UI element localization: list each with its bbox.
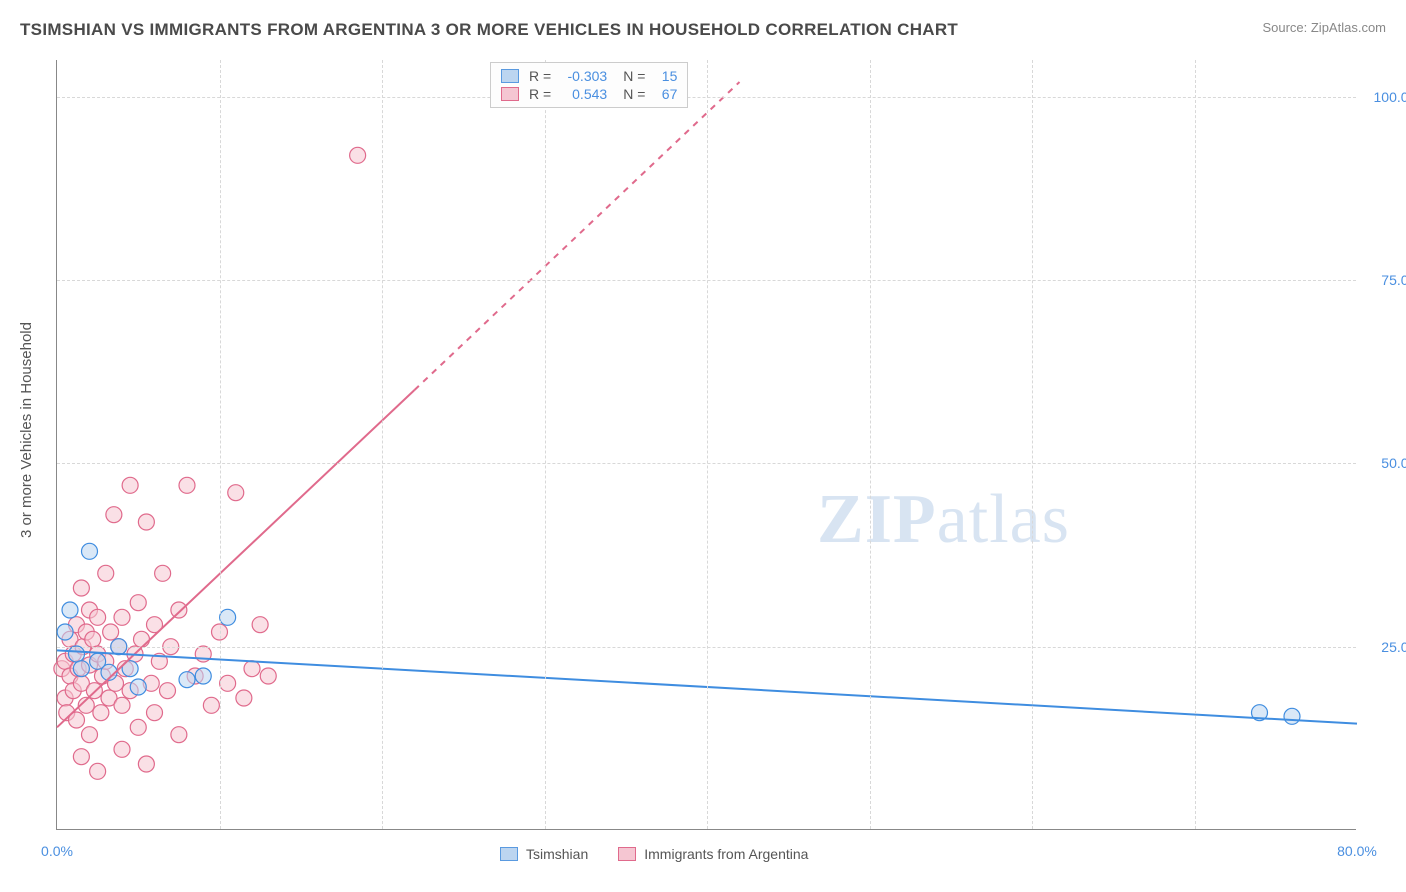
legend-label-2: Immigrants from Argentina (644, 846, 808, 862)
stats-row-series2: R = 0.543 N = 67 (501, 85, 677, 103)
n-label-1: N = (623, 68, 645, 84)
gridline-v (1195, 60, 1196, 829)
swatch-series1 (501, 69, 519, 83)
legend-label-1: Tsimshian (526, 846, 588, 862)
r-value-1: -0.303 (559, 68, 607, 84)
xtick-label: 0.0% (41, 843, 73, 859)
r-label-1: R = (529, 68, 551, 84)
gridline-v (382, 60, 383, 829)
n-value-2: 67 (653, 86, 677, 102)
ytick-label: 50.0% (1366, 455, 1406, 471)
gridline-v (1032, 60, 1033, 829)
legend-swatch-1 (500, 847, 518, 861)
y-axis-label: 3 or more Vehicles in Household (18, 322, 35, 538)
legend-swatch-2 (618, 847, 636, 861)
xtick-label: 80.0% (1337, 843, 1377, 859)
legend-item-series1: Tsimshian (500, 846, 588, 862)
plot-area: ZIPatlas 25.0%50.0%75.0%100.0%0.0%80.0% (56, 60, 1356, 830)
swatch-series2 (501, 87, 519, 101)
gridline-v (870, 60, 871, 829)
bottom-legend: Tsimshian Immigrants from Argentina (500, 846, 808, 862)
stats-row-series1: R = -0.303 N = 15 (501, 67, 677, 85)
gridline-v (220, 60, 221, 829)
n-label-2: N = (623, 86, 645, 102)
legend-item-series2: Immigrants from Argentina (618, 846, 808, 862)
n-value-1: 15 (653, 68, 677, 84)
r-label-2: R = (529, 86, 551, 102)
gridline-v (545, 60, 546, 829)
source-attribution: Source: ZipAtlas.com (1262, 20, 1386, 35)
r-value-2: 0.543 (559, 86, 607, 102)
ytick-label: 75.0% (1366, 272, 1406, 288)
stats-legend: R = -0.303 N = 15 R = 0.543 N = 67 (490, 62, 688, 108)
chart-title: TSIMSHIAN VS IMMIGRANTS FROM ARGENTINA 3… (20, 20, 958, 40)
ytick-label: 100.0% (1366, 89, 1406, 105)
ytick-label: 25.0% (1366, 639, 1406, 655)
gridline-v (707, 60, 708, 829)
